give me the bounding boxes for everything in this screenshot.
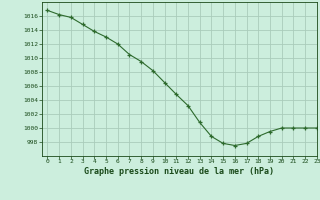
- X-axis label: Graphe pression niveau de la mer (hPa): Graphe pression niveau de la mer (hPa): [84, 167, 274, 176]
